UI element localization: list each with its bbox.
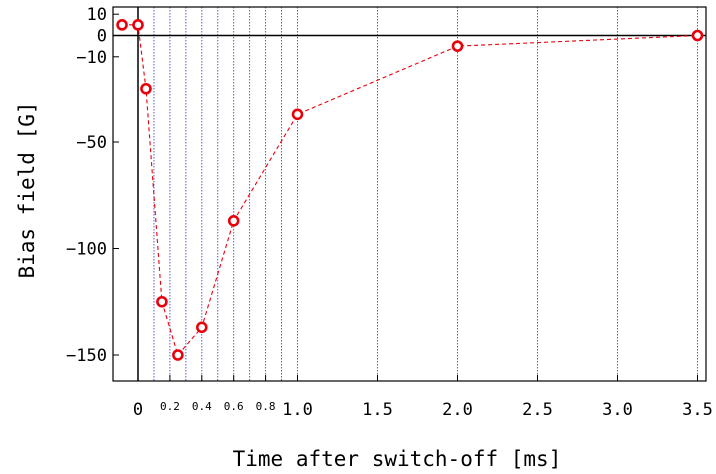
x-tick-label: 1.5 <box>362 400 393 420</box>
data-point <box>172 349 184 361</box>
x-tick-label: 2.0 <box>442 400 473 420</box>
series-line <box>122 24 698 357</box>
x-tick-label: 3.0 <box>602 400 633 420</box>
data-point <box>196 321 208 334</box>
x-tick-label: 0.2 <box>160 400 180 413</box>
x-tick-label: 1.0 <box>282 400 313 420</box>
y-tick-label: −50 <box>76 133 107 153</box>
y-axis-label: Bias field [G] <box>15 101 39 278</box>
x-axis-ticks: 0 0.2 0.4 0.6 0.8 1.0 1.5 2.0 2.5 3.0 3.5 <box>133 375 713 420</box>
y-tick-label: −10 <box>76 48 107 68</box>
x-tick-label: 0.4 <box>192 400 212 413</box>
zero-reference-lines <box>113 7 706 381</box>
data-point <box>227 215 240 227</box>
y-axis-ticks: 100−10 −50 −100 −150 <box>66 5 119 366</box>
data-point <box>291 108 304 121</box>
data-point <box>116 19 128 31</box>
data-point <box>140 82 152 95</box>
data-point <box>451 40 464 52</box>
plot-frame <box>112 6 707 382</box>
y-tick-label: 10 <box>87 5 107 25</box>
data-point <box>132 19 144 31</box>
vertical-gridlines <box>153 7 698 381</box>
x-tick-label: 0.8 <box>256 400 276 413</box>
x-tick-label: 3.5 <box>682 400 713 420</box>
x-tick-label: 0.6 <box>224 400 244 413</box>
y-tick-label: −100 <box>66 240 107 260</box>
data-point <box>691 29 704 42</box>
x-tick-label: 2.5 <box>522 400 553 420</box>
x-axis-label: Time after switch-off [ms] <box>233 447 562 471</box>
data-point <box>156 295 168 308</box>
x-tick-label: 0 <box>133 400 143 420</box>
y-tick-label: −150 <box>66 346 107 366</box>
data-series <box>116 19 704 361</box>
y-tick-label: 0 <box>97 27 107 47</box>
